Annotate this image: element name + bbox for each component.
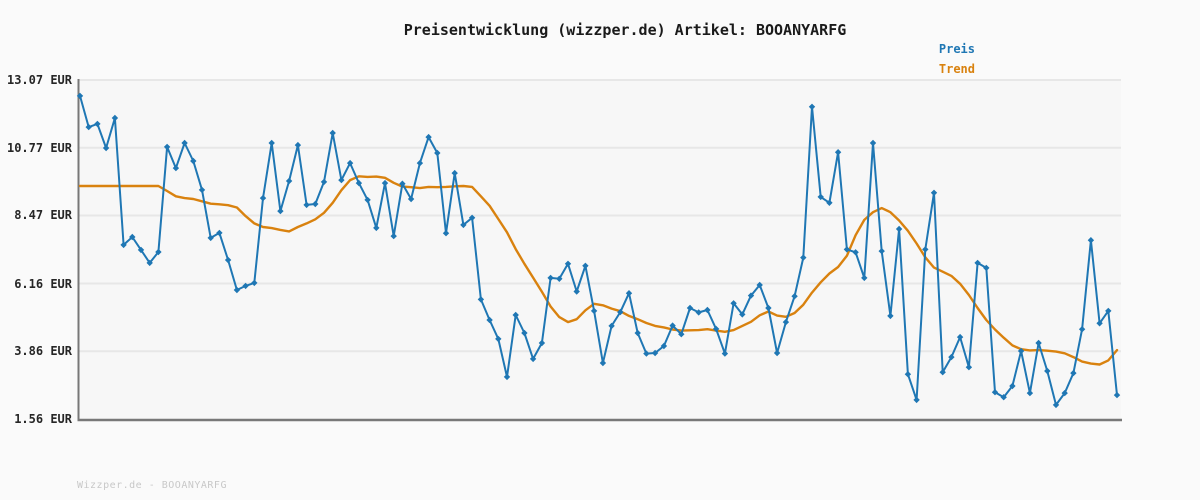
y-axis-tick-label: 10.77 EUR: [6, 141, 72, 155]
y-axis-tick-label: 1.56 EUR: [14, 412, 72, 426]
legend-item-preis: Preis: [938, 42, 975, 56]
legend-item-trend: Trend: [938, 62, 975, 76]
y-axis-tick-label: 6.16 EUR: [14, 277, 72, 291]
y-axis-tick-label: 3.86 EUR: [14, 344, 72, 358]
chart-legend: Preis Trend: [939, 39, 975, 79]
page-title: Preisentwicklung (wizzper.de) Artikel: B…: [403, 21, 847, 39]
plot-area: [79, 80, 1121, 420]
y-axis-tick-label: 8.47 EUR: [14, 208, 72, 222]
watermark-footer: Wizzper.de - BOOANYARFG: [77, 480, 227, 491]
trend-series-line: [78, 175, 1119, 366]
y-axis-tick-label: 13.07 EUR: [6, 73, 72, 87]
